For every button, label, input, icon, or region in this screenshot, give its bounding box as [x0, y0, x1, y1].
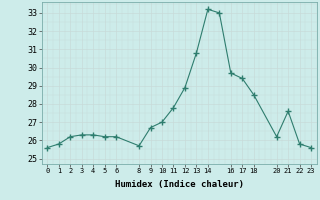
- X-axis label: Humidex (Indice chaleur): Humidex (Indice chaleur): [115, 180, 244, 189]
